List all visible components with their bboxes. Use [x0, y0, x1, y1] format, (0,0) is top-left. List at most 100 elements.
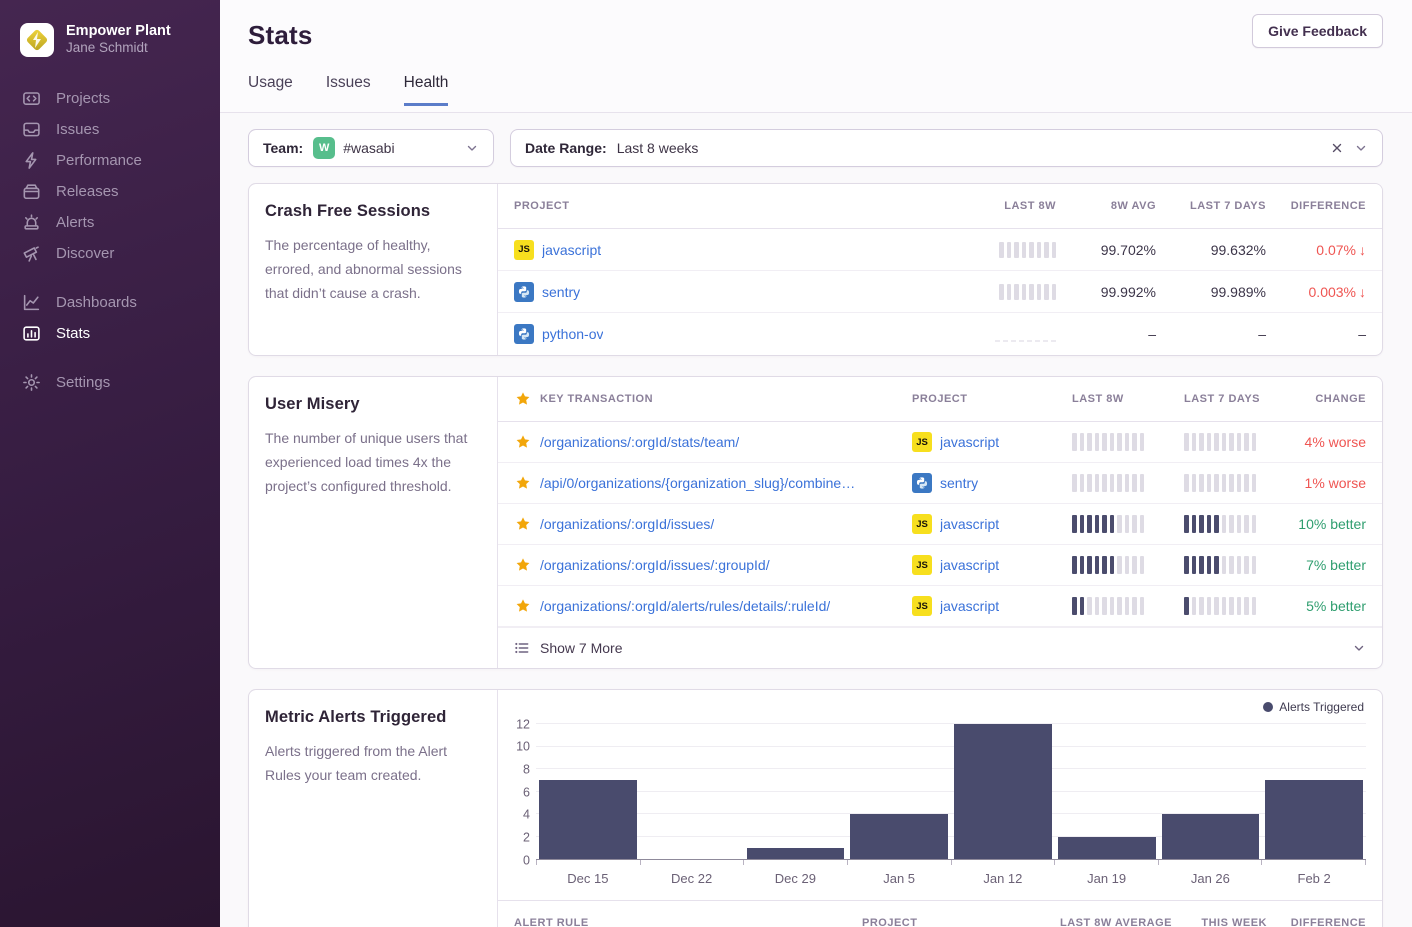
javascript-platform-icon: JS — [912, 555, 932, 575]
star-icon — [514, 391, 531, 408]
star-toggle-icon[interactable] — [514, 516, 531, 533]
project-link[interactable]: sentry — [940, 475, 978, 491]
user-misery-panel: User Misery The number of unique users t… — [248, 376, 1383, 669]
javascript-platform-icon: JS — [912, 596, 932, 616]
chevron-down-icon — [1354, 141, 1368, 155]
sidebar-item-label: Dashboards — [56, 294, 137, 311]
crash-free-sessions-panel: Crash Free Sessions The percentage of he… — [248, 183, 1383, 356]
legend-label: Alerts Triggered — [1279, 700, 1364, 714]
show-more-button[interactable]: Show 7 More — [498, 627, 1382, 668]
misery-table-header: Key Transaction Project Last 8w Last 7 D… — [498, 377, 1382, 422]
main-area: Stats Give Feedback Usage Issues Health … — [220, 0, 1412, 927]
change-value: 1% worse — [1305, 475, 1366, 491]
app-root: Empower Plant Jane Schmidt Projects Issu… — [0, 0, 1412, 927]
star-toggle-icon[interactable] — [514, 475, 531, 492]
arrow-down-icon: ↓ — [1359, 284, 1366, 300]
legend-dot-icon — [1263, 702, 1273, 712]
project-link[interactable]: javascript — [940, 516, 999, 532]
avg-8w-value: 99.702% — [1101, 242, 1156, 258]
star-toggle-icon[interactable] — [514, 598, 531, 615]
filter-bar: Team: W #wasabi Date Range: Last 8 weeks — [248, 129, 1383, 167]
alerts-chart-yaxis: 024681012 — [508, 724, 536, 860]
transaction-link[interactable]: /api/0/organizations/{organization_slug}… — [540, 475, 855, 491]
sparkline-7d — [1184, 597, 1296, 615]
sidebar-item-projects[interactable]: Projects — [22, 83, 198, 114]
col-difference: Difference — [1291, 200, 1366, 212]
list-icon — [514, 640, 530, 656]
gear-icon — [22, 373, 41, 392]
sparkline-7d — [1184, 556, 1296, 574]
sidebar-item-settings[interactable]: Settings — [22, 367, 198, 398]
crash-table-header: Project Last 8w 8w Avg Last 7 Days Diffe… — [498, 184, 1382, 229]
panel-title: Crash Free Sessions — [265, 202, 481, 221]
sparkline-8w — [1072, 556, 1184, 574]
panel-description: Alerts triggered from the Alert Rules yo… — [265, 739, 481, 787]
project-link[interactable]: sentry — [542, 284, 580, 300]
sparkline-7d — [1184, 433, 1296, 451]
table-row: /organizations/:orgId/alerts/rules/detai… — [498, 586, 1382, 627]
sidebar-item-dashboards[interactable]: Dashboards — [22, 287, 198, 318]
dashboards-icon — [22, 293, 41, 312]
org-logo-icon — [20, 23, 54, 57]
team-selector[interactable]: Team: W #wasabi — [248, 129, 494, 167]
change-value: 7% better — [1306, 557, 1366, 573]
alerts-chart-ticks — [536, 860, 1366, 865]
project-link[interactable]: javascript — [940, 557, 999, 573]
python-platform-icon — [912, 473, 932, 493]
alerts-icon — [22, 213, 41, 232]
transaction-link[interactable]: /organizations/:orgId/stats/team/ — [540, 434, 739, 450]
javascript-platform-icon: JS — [514, 240, 534, 260]
org-switcher[interactable]: Empower Plant Jane Schmidt — [0, 0, 220, 83]
transaction-link[interactable]: /organizations/:orgId/alerts/rules/detai… — [540, 598, 830, 614]
star-toggle-icon[interactable] — [514, 434, 531, 451]
date-range-selector[interactable]: Date Range: Last 8 weeks — [510, 129, 1383, 167]
date-range-value: Last 8 weeks — [617, 140, 699, 156]
chevron-down-icon — [1352, 641, 1366, 655]
user-name: Jane Schmidt — [66, 40, 171, 57]
tab-health[interactable]: Health — [404, 74, 449, 106]
project-link[interactable]: python-ov — [542, 326, 603, 342]
date-range-label: Date Range: — [525, 140, 607, 156]
user-misery-description: User Misery The number of unique users t… — [249, 377, 498, 668]
star-toggle-icon[interactable] — [514, 557, 531, 574]
sparkline — [999, 242, 1056, 258]
tab-usage[interactable]: Usage — [248, 74, 293, 106]
project-link[interactable]: javascript — [940, 598, 999, 614]
give-feedback-button[interactable]: Give Feedback — [1252, 14, 1383, 48]
sidebar: Empower Plant Jane Schmidt Projects Issu… — [0, 0, 220, 927]
project-link[interactable]: javascript — [542, 242, 601, 258]
page-header: Stats Give Feedback Usage Issues Health — [220, 0, 1412, 113]
panel-title: User Misery — [265, 395, 481, 414]
transaction-link[interactable]: /organizations/:orgId/issues/ — [540, 516, 714, 532]
clear-date-icon[interactable] — [1326, 137, 1348, 159]
chart-legend[interactable]: Alerts Triggered — [1263, 700, 1364, 714]
col-project: Project — [862, 917, 1022, 927]
tab-issues[interactable]: Issues — [326, 74, 371, 106]
sidebar-item-alerts[interactable]: Alerts — [22, 207, 198, 238]
metric-alerts-description: Metric Alerts Triggered Alerts triggered… — [249, 690, 498, 927]
col-last-8w-average: Last 8w Average — [1060, 917, 1172, 927]
sidebar-item-issues[interactable]: Issues — [22, 114, 198, 145]
sidebar-item-stats[interactable]: Stats — [22, 318, 198, 349]
alerts-chart-plot — [536, 724, 1366, 860]
sidebar-item-label: Releases — [56, 183, 119, 200]
python-platform-icon — [514, 282, 534, 302]
project-link[interactable]: javascript — [940, 434, 999, 450]
team-avatar: W — [313, 137, 335, 159]
sparkline-7d — [1184, 515, 1296, 533]
transaction-link[interactable]: /organizations/:orgId/issues/:groupId/ — [540, 557, 770, 573]
col-difference: Difference — [1291, 917, 1366, 927]
change-value: 5% better — [1306, 598, 1366, 614]
discover-icon — [22, 244, 41, 263]
sidebar-item-label: Stats — [56, 325, 90, 342]
difference-value: 0.003%↓ — [1309, 284, 1366, 300]
difference-value: – — [1358, 326, 1366, 342]
sidebar-item-discover[interactable]: Discover — [22, 238, 198, 269]
sidebar-item-performance[interactable]: Performance — [22, 145, 198, 176]
table-row: python-ov – – – — [498, 313, 1382, 355]
sidebar-item-releases[interactable]: Releases — [22, 176, 198, 207]
stats-icon — [22, 324, 41, 343]
metric-alerts-panel: Metric Alerts Triggered Alerts triggered… — [248, 689, 1383, 927]
col-project: Project — [912, 393, 1072, 405]
table-row: sentry 99.992% 99.989% 0.003%↓ — [498, 271, 1382, 313]
